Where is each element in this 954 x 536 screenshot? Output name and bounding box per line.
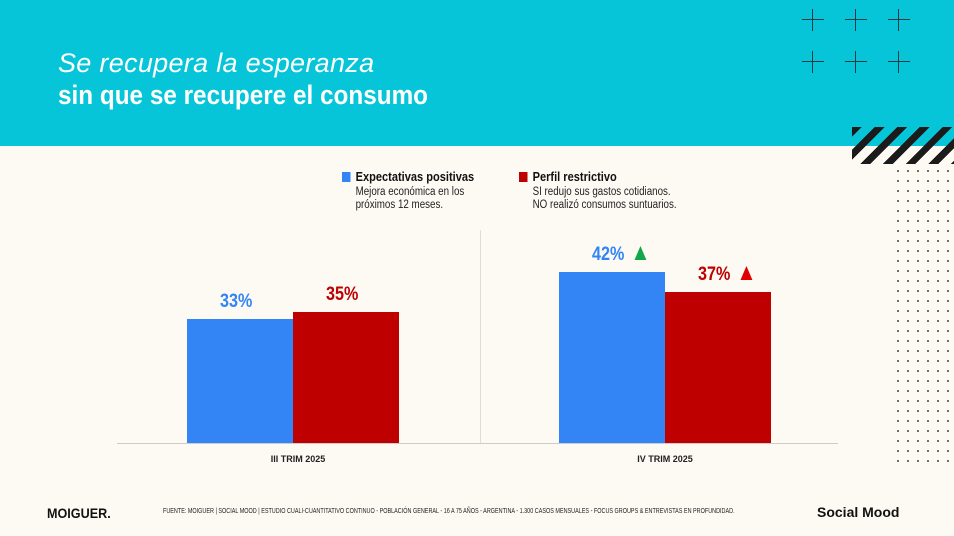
bar-expectativas [187, 319, 293, 443]
cross-icon [802, 9, 824, 31]
category-label: III TRIM 2025 [270, 454, 326, 464]
data-label-text: 37% [698, 264, 731, 286]
stripes-decoration [852, 127, 954, 164]
bar-expectativas [559, 272, 665, 443]
legend-label: Expectativas positivas [355, 169, 475, 184]
legend-label: Perfil restrictivo [532, 169, 617, 184]
cross-icon [888, 9, 910, 31]
data-label: 33% [220, 291, 252, 313]
legend-desc: SI redujo sus gastos cotidianos. [532, 186, 671, 198]
data-label: 35% [326, 284, 358, 306]
data-label: 37% [698, 264, 753, 286]
legend-desc: Mejora económica en los [355, 186, 465, 198]
data-label: 42% [592, 244, 647, 266]
data-label-text: 35% [326, 283, 359, 305]
x-axis [117, 443, 838, 444]
cross-icon [845, 51, 867, 73]
legend-desc: próximos 12 meses. [355, 199, 444, 211]
cross-icon [845, 9, 867, 31]
bar-perfil [665, 292, 771, 443]
dots-decoration [893, 166, 954, 466]
social-mood-brand: Social Mood [817, 504, 900, 520]
cross-icon [888, 51, 910, 73]
source-note: FUENTE: MOIGUER | SOCIAL MOOD | ESTUDIO … [163, 508, 735, 515]
legend-swatch [519, 172, 528, 182]
data-label-text: 42% [592, 244, 625, 266]
bar-perfil [293, 311, 399, 443]
header-banner: Se recupera la esperanza sin que se recu… [0, 0, 954, 146]
cross-icon [802, 51, 824, 73]
panel-divider [480, 230, 481, 443]
title-line-1: Se recupera la esperanza [58, 48, 375, 78]
legend-desc: NO realizó consumos suntuarios. [532, 199, 677, 211]
trend-up-icon [740, 266, 753, 281]
legend-item-perfil: Perfil restrictivo SI redujo sus gastos … [519, 169, 677, 212]
category-label: IV TRIM 2025 [637, 454, 693, 464]
legend-item-expectativas: Expectativas positivas Mejora económica … [342, 169, 474, 212]
moiguer-logo: MOIGUER. [47, 505, 111, 521]
data-label-text: 33% [220, 291, 253, 313]
legend-swatch [342, 172, 351, 182]
trend-up-icon [634, 246, 647, 261]
title-line-2: sin que se recupere el consumo [58, 80, 429, 110]
